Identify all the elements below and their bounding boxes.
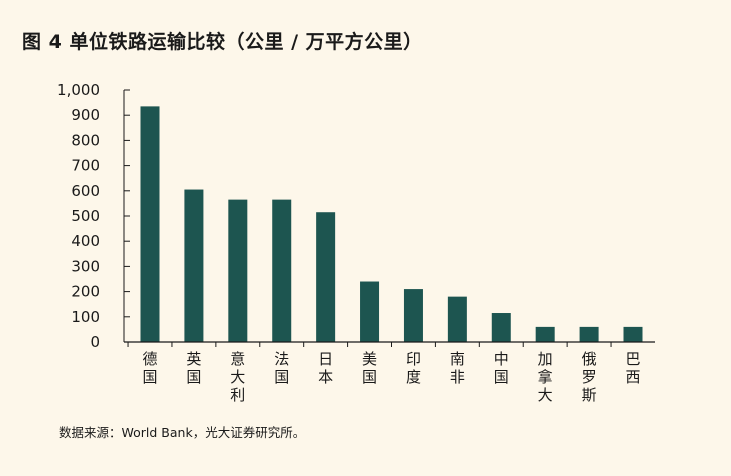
source-note: 数据来源：World Bank，光大证券研究所。 [59, 425, 306, 440]
x-tick-label: 日本 [318, 350, 333, 386]
y-tick-label: 1,000 [57, 81, 100, 99]
bar [403, 289, 423, 342]
y-tick-label: 900 [71, 106, 100, 124]
x-tick-label: 加拿大 [538, 350, 553, 404]
y-tick-label: 400 [71, 232, 100, 250]
y-tick-label: 300 [71, 257, 100, 275]
x-tick-label: 法国 [274, 350, 289, 386]
chart-title: 图 4 单位铁路运输比较（公里 / 万平方公里） [22, 31, 423, 53]
x-tick-label: 南非 [450, 350, 465, 386]
bar [228, 199, 248, 342]
y-axis: 0 100 200 300 400 500 600 700 800 900 1,000 [57, 81, 130, 351]
bar [184, 189, 204, 342]
y-tick-label: 500 [71, 207, 100, 225]
bar [579, 326, 599, 342]
y-tick-label: 600 [71, 182, 100, 200]
x-tick-label: 中国 [494, 350, 509, 386]
x-tick-label: 美国 [362, 350, 377, 386]
bar [316, 212, 336, 342]
y-tick-label: 100 [71, 308, 100, 326]
y-tick-label: 800 [71, 131, 100, 149]
x-tick-label: 俄罗斯 [582, 350, 597, 404]
bars [140, 106, 643, 342]
x-tick-label: 巴西 [625, 350, 640, 386]
bar [447, 296, 467, 342]
x-tick-label: 德国 [142, 350, 157, 386]
x-tick-label: 意大利 [230, 350, 245, 404]
y-tick-label: 0 [90, 333, 100, 351]
bar [491, 313, 511, 342]
bar [535, 326, 555, 342]
bar [360, 281, 380, 342]
bar [623, 326, 643, 342]
x-tick-label: 印度 [406, 350, 421, 386]
x-tick-label: 英国 [186, 350, 201, 386]
y-tick-label: 700 [71, 157, 100, 175]
y-tick-label: 200 [71, 283, 100, 301]
bar [140, 106, 160, 342]
bar [272, 199, 292, 342]
